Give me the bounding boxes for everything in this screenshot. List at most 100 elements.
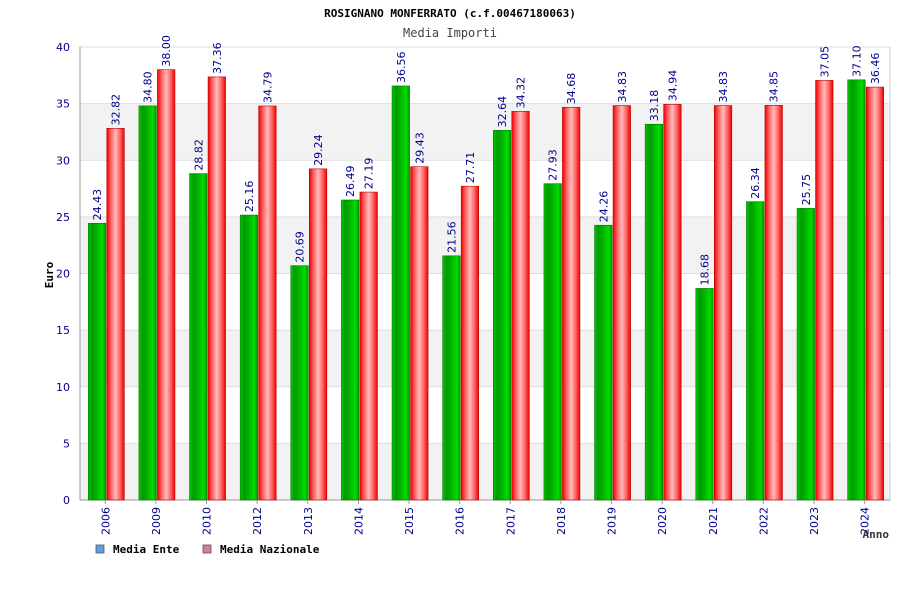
bar-media-ente xyxy=(442,255,461,501)
bar-value-label: 27.93 xyxy=(547,149,560,181)
x-tick-label: 2022 xyxy=(757,507,770,535)
bar-value-label: 34.80 xyxy=(142,71,155,103)
bar-media-ente xyxy=(644,123,663,501)
x-tick-label: 2023 xyxy=(808,507,821,535)
bar-value-label: 20.69 xyxy=(294,231,307,263)
bar-media-ente xyxy=(594,224,613,501)
bar-media-nazionale xyxy=(764,105,783,501)
y-axis-ticks: 0 5 10 15 20 25 30 35 40 xyxy=(56,41,70,507)
chart-title: ROSIGNANO MONFERRATO (c.f.00467180063) xyxy=(324,7,576,20)
legend: Media Ente Media Nazionale xyxy=(95,543,320,556)
x-tick-label: 2018 xyxy=(555,507,568,535)
legend-label-media-ente: Media Ente xyxy=(113,543,180,556)
chart-subtitle: Media Importi xyxy=(403,26,497,40)
bar-media-ente xyxy=(543,183,562,501)
bar-value-label: 29.43 xyxy=(413,132,426,164)
legend-swatch-media-ente xyxy=(95,544,105,554)
legend-swatch-media-nazionale xyxy=(202,544,212,554)
bar-media-ente xyxy=(746,201,765,501)
bar-value-label: 34.68 xyxy=(565,73,578,105)
bar-media-ente xyxy=(290,265,309,501)
bar-value-label: 33.18 xyxy=(648,90,661,122)
bar-media-ente xyxy=(391,85,410,501)
bar-media-nazionale xyxy=(460,185,479,501)
bar-value-label: 18.68 xyxy=(699,254,712,286)
x-tick-label: 2021 xyxy=(707,507,720,535)
bar-media-ente xyxy=(695,288,714,501)
y-tick-label: 40 xyxy=(56,41,70,54)
bar-media-nazionale xyxy=(815,80,834,501)
bar-value-label: 37.05 xyxy=(818,46,831,78)
bar-value-label: 32.64 xyxy=(496,96,509,128)
bar-value-label: 34.79 xyxy=(261,72,274,104)
bar-value-label: 34.83 xyxy=(717,71,730,103)
bar-value-label: 25.75 xyxy=(800,174,813,206)
bar-value-label: 25.16 xyxy=(243,181,256,213)
bar-value-label: 29.24 xyxy=(312,134,325,166)
bar-value-label: 37.10 xyxy=(850,45,863,77)
bar-value-label: 26.34 xyxy=(749,167,762,199)
bar-media-nazionale xyxy=(258,105,277,501)
y-axis-label: Euro xyxy=(43,261,56,288)
x-tick-label: 2010 xyxy=(201,507,214,535)
y-tick-label: 35 xyxy=(56,98,70,111)
bar-media-nazionale xyxy=(106,128,125,501)
bar-media-nazionale xyxy=(207,76,226,501)
bar-value-label: 34.94 xyxy=(666,70,679,102)
x-tick-label: 2020 xyxy=(656,507,669,535)
bar-media-nazionale xyxy=(562,106,581,501)
y-tick-label: 30 xyxy=(56,154,70,167)
bar-media-nazionale xyxy=(359,191,378,501)
x-tick-label: 2017 xyxy=(504,507,517,535)
bar-value-label: 32.82 xyxy=(110,94,123,126)
x-tick-label: 2012 xyxy=(251,507,264,535)
x-tick-label: 2016 xyxy=(454,507,467,535)
x-tick-label: 2024 xyxy=(859,507,872,535)
y-tick-label: 20 xyxy=(56,268,70,281)
y-tick-label: 0 xyxy=(63,494,70,507)
bars xyxy=(88,69,884,501)
bar-media-ente xyxy=(493,130,512,501)
bar-media-nazionale xyxy=(865,86,884,501)
bar-media-ente xyxy=(796,208,815,501)
bar-media-ente xyxy=(138,105,157,501)
x-axis-ticks: 2006 2009 2010 2012 2013 2014 2015 2016 2017 2018… xyxy=(99,500,872,535)
bar-media-nazionale xyxy=(612,105,631,501)
bar-media-ente xyxy=(847,79,866,501)
bar-value-label: 36.56 xyxy=(395,51,408,83)
bar-value-label: 36.46 xyxy=(869,53,882,85)
bar-media-nazionale xyxy=(410,166,429,501)
bar-media-ente xyxy=(189,173,208,501)
x-tick-label: 2014 xyxy=(352,507,365,535)
x-tick-label: 2015 xyxy=(403,507,416,535)
bar-value-label: 26.49 xyxy=(344,166,357,198)
bar-media-ente xyxy=(239,214,258,501)
x-tick-label: 2006 xyxy=(99,507,112,535)
bar-value-label: 38.00 xyxy=(160,35,173,67)
bar-value-label: 24.26 xyxy=(597,191,610,223)
bar-value-label: 28.82 xyxy=(192,139,205,171)
x-tick-label: 2009 xyxy=(150,507,163,535)
bar-media-nazionale xyxy=(511,111,530,501)
x-tick-label: 2019 xyxy=(606,507,619,535)
bar-media-ente xyxy=(341,199,360,501)
bar-value-label: 21.56 xyxy=(445,221,458,253)
legend-label-media-nazionale: Media Nazionale xyxy=(220,543,320,556)
y-tick-label: 15 xyxy=(56,324,70,337)
bar-labels: 24.43 34.80 28.82 25.16 20.69 26.49 36.56 21.56… xyxy=(91,35,882,285)
y-tick-label: 25 xyxy=(56,211,70,224)
bar-media-nazionale xyxy=(714,105,733,501)
bar-value-label: 34.32 xyxy=(515,77,528,109)
bar-media-nazionale xyxy=(663,104,682,501)
y-tick-label: 10 xyxy=(56,381,70,394)
x-tick-label: 2013 xyxy=(302,507,315,535)
x-axis-label: Anno xyxy=(863,528,890,541)
bar-media-nazionale xyxy=(157,69,176,501)
bar-value-label: 37.36 xyxy=(211,42,224,74)
bar-media-ente xyxy=(88,223,107,501)
bar-value-label: 27.19 xyxy=(363,158,376,190)
y-tick-label: 5 xyxy=(63,437,70,450)
bar-media-nazionale xyxy=(309,168,328,501)
